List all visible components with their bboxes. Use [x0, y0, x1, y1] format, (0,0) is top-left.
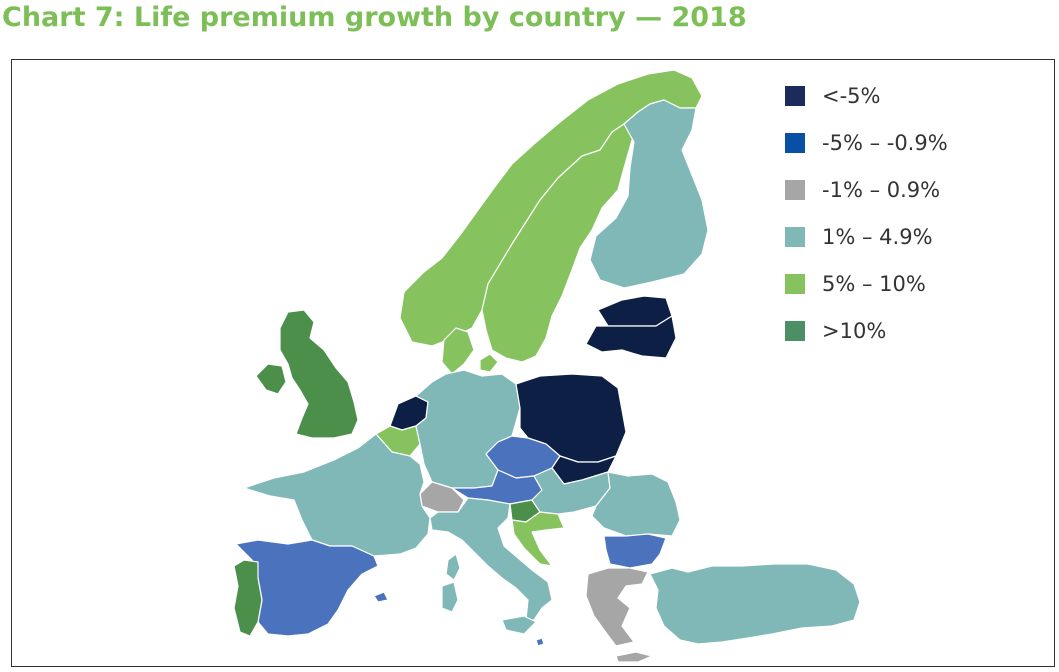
country-estonia[interactable] [597, 295, 673, 327]
country-sweden[interactable] [481, 111, 639, 363]
country-italy[interactable] [429, 497, 553, 621]
legend-label: <-5% [822, 84, 881, 108]
country-corsica[interactable] [445, 553, 461, 581]
legend-swatch [785, 274, 805, 294]
legend-label: 5% – 10% [822, 272, 926, 296]
country-ireland[interactable] [255, 363, 287, 395]
legend-label: 1% – 4.9% [822, 225, 933, 249]
country-portugal[interactable] [233, 559, 263, 637]
country-turkey[interactable] [649, 563, 861, 645]
legend-swatch [785, 180, 805, 200]
country-switzerland[interactable] [419, 481, 465, 513]
legend-swatch [785, 227, 805, 247]
legend-swatch [785, 321, 805, 341]
legend-swatch [785, 86, 805, 106]
map-frame: <-5% -5% – -0.9% -1% – 0.9% 1% – 4.9% 5%… [11, 59, 1055, 667]
europe-choropleth-map [233, 69, 861, 663]
country-sicily[interactable] [501, 615, 537, 635]
chart-title: Chart 7: Life premium growth by country … [2, 2, 747, 33]
legend-label: -5% – -0.9% [822, 131, 948, 155]
country-sardinia[interactable] [441, 581, 459, 613]
country-greece[interactable] [585, 567, 649, 647]
country-crete[interactable] [615, 651, 653, 663]
legend-label: >10% [822, 319, 887, 343]
country-bulgaria[interactable] [603, 533, 667, 569]
legend-label: -1% – 0.9% [822, 178, 941, 202]
country-latvia[interactable] [585, 315, 677, 359]
country-balearic[interactable] [373, 591, 389, 603]
country-finland[interactable] [589, 99, 709, 289]
country-romania[interactable] [591, 471, 681, 537]
legend-swatch [785, 133, 805, 153]
country-malta[interactable] [535, 637, 545, 647]
country-united-kingdom[interactable] [279, 309, 359, 439]
country-france[interactable] [243, 433, 431, 557]
